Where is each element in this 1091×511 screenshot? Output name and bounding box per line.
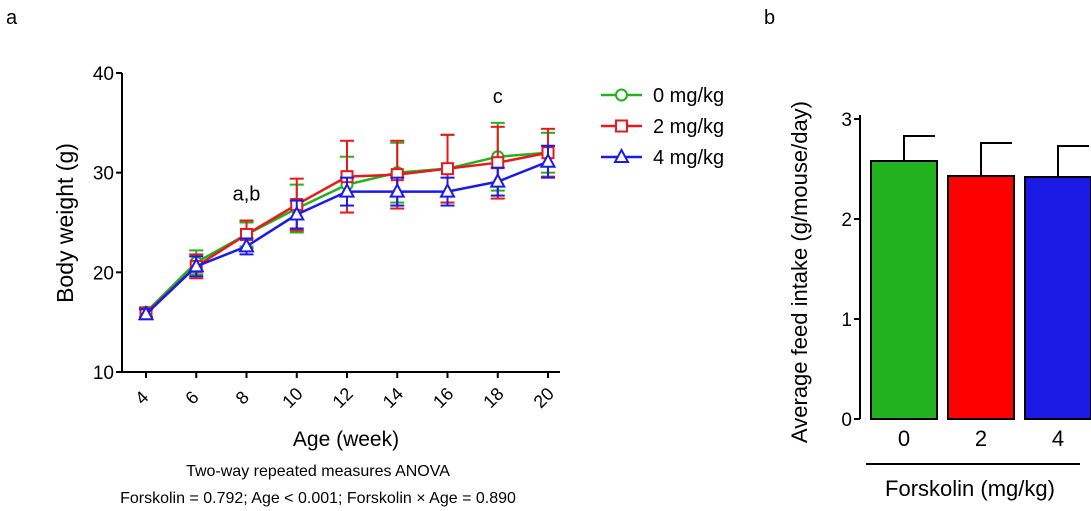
x-tick-label: 14 — [379, 384, 407, 412]
panel-b-y-axis-title: Average feed intake (g/mouse/day) — [787, 101, 812, 443]
x-tick-label: 12 — [329, 384, 357, 412]
stats-text: Forskolin = 0.792; Age < 0.001; Forskoli… — [120, 490, 516, 507]
data-point — [288, 205, 305, 221]
data-point — [338, 182, 356, 198]
y-tick-label: 2 — [841, 210, 852, 231]
x-tick-label: 4 — [1052, 426, 1064, 451]
y-tick-label: 30 — [93, 164, 114, 185]
y-tick-label: 20 — [93, 263, 114, 284]
y-tick-label: 3 — [841, 110, 852, 131]
panel-a: a 10 20 30 40 4 6 8 10 12 14 16 18 20 Age (week) Bod… — [6, 7, 724, 507]
bar — [947, 175, 1015, 420]
y-tick-label: 0 — [841, 410, 852, 431]
x-tick-label: 4 — [131, 387, 152, 408]
x-tick-label: 20 — [530, 384, 558, 412]
data-point — [137, 305, 155, 321]
data-point — [489, 172, 506, 188]
x-tick-label: 0 — [898, 426, 910, 451]
panel-a-label: a — [6, 7, 18, 29]
y-tick-label: 1 — [841, 310, 852, 331]
panel-a-y-axis-title: Body weight (g) — [52, 143, 78, 303]
panel-a-x-axis-title: Age (week) — [293, 428, 399, 451]
legend-marker — [615, 119, 628, 133]
panel-a-annotations: a,b c — [233, 86, 503, 206]
series-triangle — [137, 144, 557, 321]
x-tick-label: 8 — [232, 387, 253, 408]
legend-item: 0 mg/kg — [601, 85, 724, 107]
x-tick-label: 2 — [975, 426, 987, 451]
legend-item: 2 mg/kg — [601, 116, 724, 138]
panel-b-x-axis-title: Forskolin (mg/kg) — [885, 476, 1055, 501]
y-tick-label: 40 — [93, 64, 114, 85]
data-point — [238, 237, 255, 253]
panel-a-series — [137, 121, 557, 321]
x-tick-label: 10 — [278, 384, 306, 412]
annotation: c — [493, 86, 503, 108]
panel-a-legend: 0 mg/kg 2 mg/kg 4 mg/kg — [601, 85, 724, 169]
data-point — [441, 162, 454, 176]
panel-a-axes: 10 20 30 40 4 6 8 10 12 14 16 18 20 — [93, 64, 560, 412]
legend-item: 4 mg/kg — [601, 147, 724, 169]
data-point — [439, 182, 456, 198]
panel-b-label: b — [764, 7, 775, 29]
stats-title: Two-way repeated measures ANOVA — [186, 463, 450, 480]
legend-marker — [615, 88, 628, 102]
data-point — [188, 257, 205, 273]
data-point — [539, 152, 557, 168]
legend-label: 0 mg/kg — [653, 85, 724, 107]
panel-b-axes: 0 1 2 3 — [841, 110, 1080, 465]
legend-label: 2 mg/kg — [653, 116, 724, 138]
y-tick-label: 10 — [93, 363, 114, 384]
legend-label: 4 mg/kg — [653, 147, 724, 169]
legend-marker — [613, 147, 630, 163]
x-tick-label: 16 — [429, 384, 457, 412]
x-tick-label: 18 — [479, 384, 507, 412]
panel-b-bars: 0 2 4 — [870, 135, 1091, 451]
panel-b: b 0 1 2 3 0 2 4 Average feed intake (g/mouse/… — [764, 7, 1091, 501]
x-tick-label: 6 — [181, 387, 202, 408]
data-point — [389, 182, 406, 198]
bar — [1024, 176, 1091, 420]
bar — [870, 160, 938, 420]
data-point — [491, 156, 505, 170]
annotation: a,b — [233, 184, 261, 206]
